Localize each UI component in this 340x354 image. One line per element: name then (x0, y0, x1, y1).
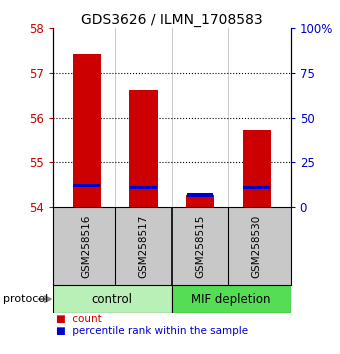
Bar (186, 195, 214, 207)
Text: protocol: protocol (3, 294, 49, 304)
Text: GSM258516: GSM258516 (82, 214, 92, 278)
Text: GSM258530: GSM258530 (252, 215, 262, 278)
Bar (130, 186, 157, 189)
Bar (187, 193, 214, 196)
Bar (242, 130, 271, 207)
Bar (53, 285, 172, 313)
Text: control: control (92, 293, 133, 306)
Text: GSM258515: GSM258515 (195, 214, 205, 278)
Bar (73, 184, 100, 187)
Text: ■  count: ■ count (56, 314, 102, 324)
Text: MIF depletion: MIF depletion (191, 293, 271, 306)
Bar (129, 90, 157, 207)
Bar (172, 285, 291, 313)
Text: GSM258517: GSM258517 (138, 214, 148, 278)
Text: ■  percentile rank within the sample: ■ percentile rank within the sample (56, 326, 248, 336)
Bar (72, 54, 101, 207)
Title: GDS3626 / ILMN_1708583: GDS3626 / ILMN_1708583 (81, 13, 262, 27)
Bar (243, 186, 270, 189)
